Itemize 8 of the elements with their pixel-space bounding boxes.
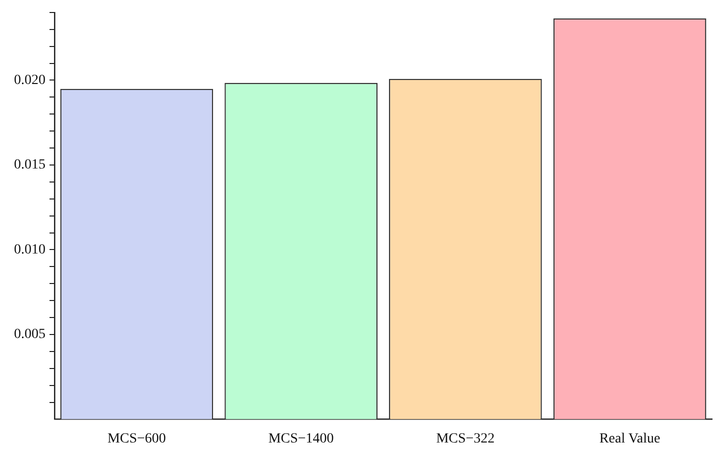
x-tick-label: MCS−1400 [268, 431, 334, 446]
x-tick-label: MCS−600 [107, 431, 166, 446]
y-tick-label: 0.010 [14, 242, 46, 258]
x-tick-label: MCS−322 [436, 431, 495, 446]
y-tick-label: 0.005 [14, 327, 46, 342]
y-tick-label: 0.020 [14, 72, 46, 88]
x-tick-label: Real Value [599, 431, 660, 446]
y-tick-label: 0.015 [14, 158, 46, 173]
